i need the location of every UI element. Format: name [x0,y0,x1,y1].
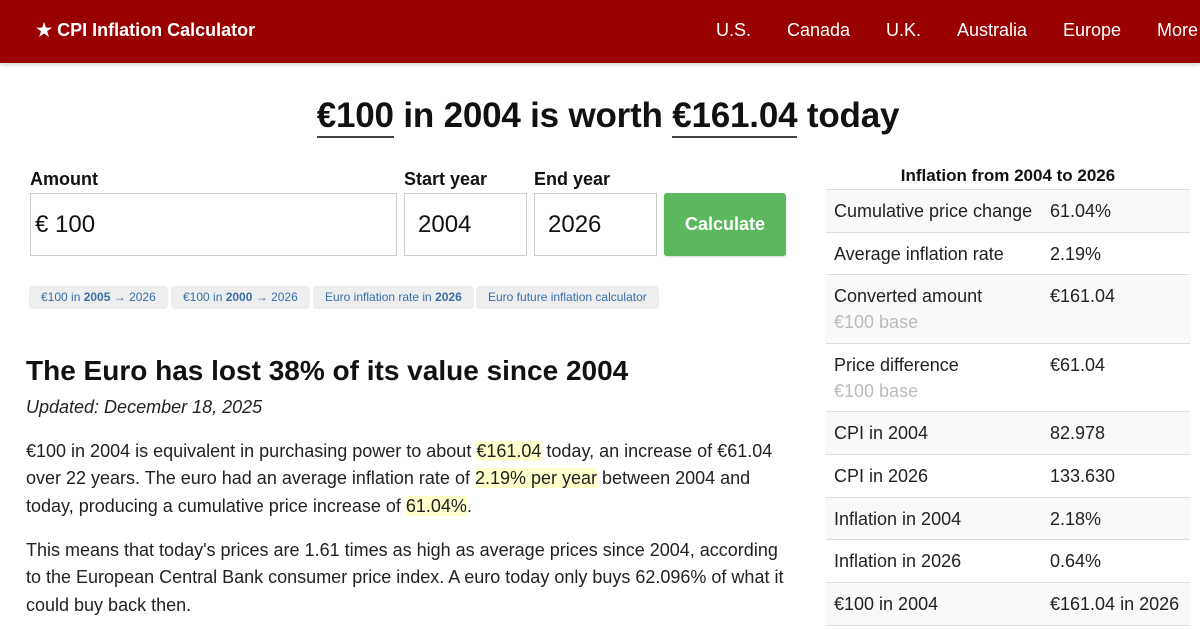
stats-title: Inflation from 2004 to 2026 [900,166,1116,185]
quick-link-year: 2005 [83,290,111,304]
stats-sublabel: €100 base [834,312,919,332]
stats-value: 82.978 [1050,423,1106,443]
stats-value: 61.04% [1050,201,1112,221]
stats-value: 0.64% [1050,551,1102,571]
stats-row: Price difference €61.04 €100 base [826,344,1190,412]
highlight-rate: 2.19% per year [474,468,598,489]
amount-input[interactable]: € 100 [30,193,397,256]
stats-row: Inflation in 2004 2.18% [826,498,1190,540]
highlight-converted: €161.04 [476,441,542,461]
text: . [466,495,472,516]
end-year-label: End year [534,169,611,189]
updated-date: Updated: December 18, 2025 [26,397,263,417]
nav-link-uk[interactable]: U.K. [886,20,922,40]
stats-label: €100 in 2004 [834,594,939,614]
page-title: €100 in 2004 is worth €161.04 today [0,96,1200,138]
stats-label: Cumulative price change [834,201,1033,221]
stats-label: CPI in 2026 [834,466,929,486]
stats-sublabel: €100 base [834,381,919,401]
stats-value: €161.04 [1050,286,1116,306]
stats-value: €161.04 in 2026 [1050,594,1180,614]
stats-value: 2.19% [1050,244,1102,264]
quick-link-future-calculator[interactable]: Euro future inflation calculator [476,286,659,309]
quick-link-text: → 2026 [110,290,156,304]
text: between 2004 and today, producing a cumu… [26,468,751,516]
stats-label: Converted amount [834,286,983,306]
stats-label: Price difference [834,355,959,375]
quick-link-text: Euro future inflation calculator [488,290,647,304]
amount-label: Amount [30,169,98,189]
stats-row: Average inflation rate 2.19% [826,233,1190,275]
headline-amount: €100 [316,96,394,138]
stats-row: CPI in 2026 133.630 [826,455,1190,498]
nav-link-more[interactable]: More [1157,20,1199,40]
quick-link-2005[interactable]: €100 in 2005 → 2026 [29,286,168,309]
stats-label: Average inflation rate [834,244,1004,264]
text: today, an increase of €61.04 over 22 yea… [26,441,773,489]
article-title: The Euro has lost 38% of its value since… [26,355,629,386]
nav-link-australia[interactable]: Australia [957,20,1028,40]
top-navbar: ★ CPI Inflation Calculator U.S. Canada U… [0,0,1200,63]
stats-row: CPI in 2004 82.978 [826,412,1190,455]
quick-link-text: → 2026 [252,290,298,304]
nav-links: U.S. Canada U.K. Australia Europe More [0,20,1200,44]
stats-table: Cumulative price change 61.04% Average i… [826,189,1190,626]
start-year-label: Start year [404,169,488,189]
stats-row: Inflation in 2026 0.64% [826,540,1190,583]
quick-link-text: €100 in [183,290,226,304]
headline-end: today [797,96,900,135]
stats-row: €100 in 2004 €161.04 in 2026 [826,583,1190,626]
stats-value: 133.630 [1050,466,1116,486]
quick-link-year: 2000 [225,290,253,304]
quick-link-text: Euro inflation rate in [325,290,436,304]
stats-value: €61.04 [1050,355,1106,375]
nav-link-us[interactable]: U.S. [716,20,752,40]
brand-link[interactable]: ★ CPI Inflation Calculator [36,20,256,40]
stats-label: CPI in 2004 [834,423,929,443]
explanation-paragraph: This means that today's prices are 1.61 … [26,540,784,615]
stats-row: Cumulative price change 61.04% [826,190,1190,233]
quick-link-year: 2026 [435,290,462,304]
highlight-cumulative: 61.04% [405,495,467,516]
quick-link-2000[interactable]: €100 in 2000 → 2026 [171,286,310,309]
quick-link-text: €100 in [41,290,84,304]
summary-paragraph: €100 in 2004 is equivalent in purchasing… [26,438,796,520]
headline-middle: in 2004 is worth [393,96,673,135]
nav-link-canada[interactable]: Canada [787,20,851,40]
start-year-input[interactable]: 2004 [404,193,527,256]
headline-result: €161.04 [672,96,798,138]
stats-row: Converted amount €161.04 €100 base [826,275,1190,344]
stats-label: Inflation in 2026 [834,551,962,571]
end-year-input[interactable]: 2026 [534,193,657,256]
stats-label: Inflation in 2004 [834,509,962,529]
quick-link-inflation-rate[interactable]: Euro inflation rate in 2026 [313,286,474,309]
stats-value: 2.18% [1050,509,1102,529]
nav-link-europe[interactable]: Europe [1063,20,1122,40]
text: €100 in 2004 is equivalent in purchasing… [26,441,477,461]
calculate-button[interactable]: Calculate [664,193,786,256]
